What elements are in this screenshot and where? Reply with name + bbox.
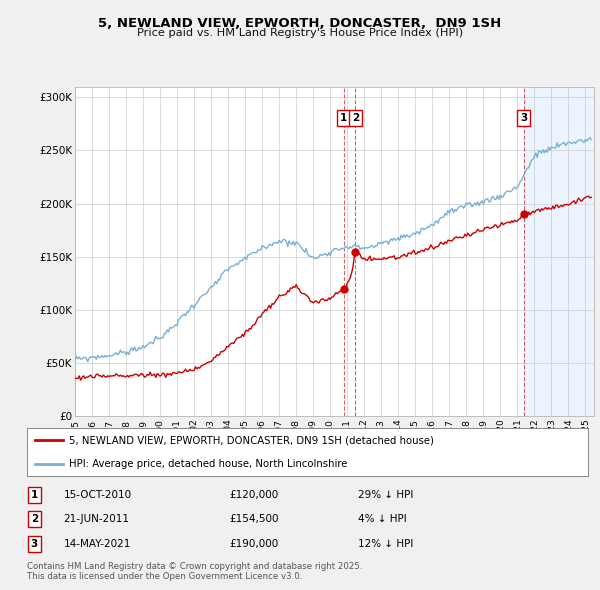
Text: 2: 2 [31,514,38,524]
Text: 29% ↓ HPI: 29% ↓ HPI [358,490,413,500]
Text: Contains HM Land Registry data © Crown copyright and database right 2025.
This d: Contains HM Land Registry data © Crown c… [27,562,362,581]
Text: £190,000: £190,000 [229,539,278,549]
Text: £154,500: £154,500 [229,514,278,524]
Text: 3: 3 [520,113,527,123]
Text: 1: 1 [31,490,38,500]
Text: 15-OCT-2010: 15-OCT-2010 [64,490,131,500]
Text: HPI: Average price, detached house, North Lincolnshire: HPI: Average price, detached house, Nort… [69,458,347,468]
Text: 5, NEWLAND VIEW, EPWORTH, DONCASTER, DN9 1SH (detached house): 5, NEWLAND VIEW, EPWORTH, DONCASTER, DN9… [69,435,434,445]
Text: £120,000: £120,000 [229,490,278,500]
Text: 12% ↓ HPI: 12% ↓ HPI [358,539,413,549]
Text: 21-JUN-2011: 21-JUN-2011 [64,514,130,524]
Bar [524,87,594,416]
Text: 2: 2 [352,113,359,123]
Text: 3: 3 [31,539,38,549]
Text: 1: 1 [340,113,347,123]
Text: 5, NEWLAND VIEW, EPWORTH, DONCASTER,  DN9 1SH: 5, NEWLAND VIEW, EPWORTH, DONCASTER, DN9… [98,17,502,30]
Text: 4% ↓ HPI: 4% ↓ HPI [358,514,407,524]
Text: 14-MAY-2021: 14-MAY-2021 [64,539,131,549]
Text: Price paid vs. HM Land Registry's House Price Index (HPI): Price paid vs. HM Land Registry's House … [137,28,463,38]
